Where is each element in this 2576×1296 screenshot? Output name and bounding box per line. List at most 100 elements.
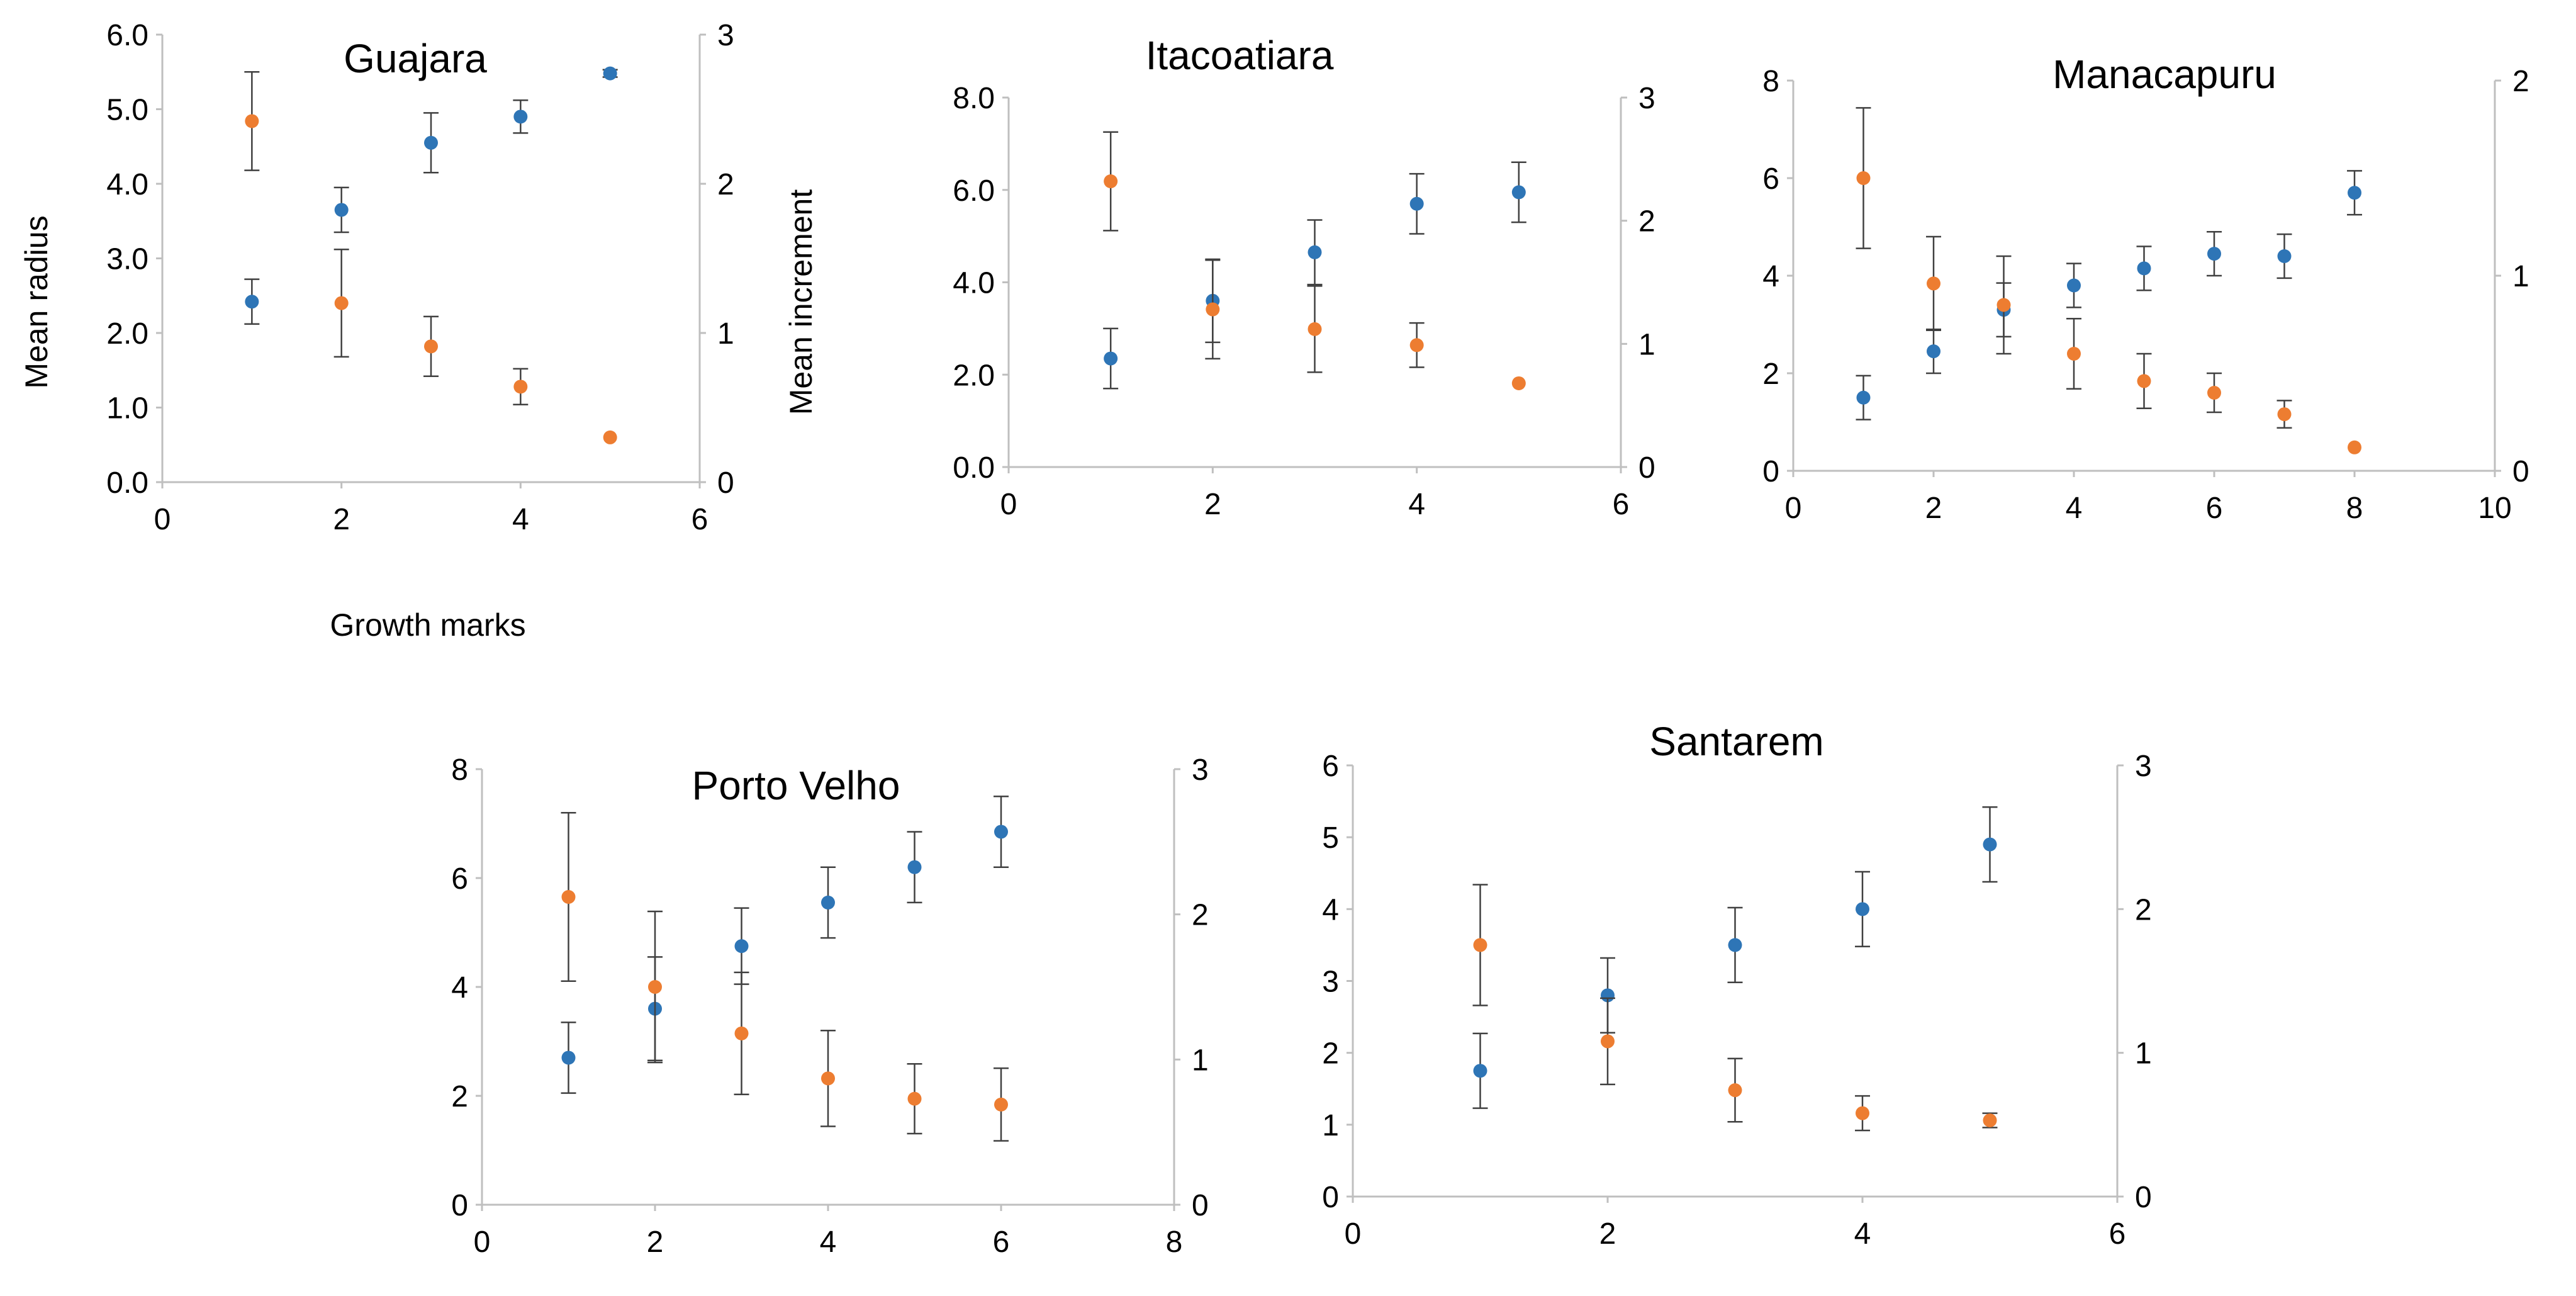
y-tick-label-left: 2: [1322, 1037, 1339, 1071]
x-tick-label: 2: [333, 503, 350, 536]
point-increment: [2277, 407, 2292, 422]
point-radius: [994, 825, 1008, 839]
point-increment: [1104, 174, 1118, 189]
x-tick-label: 2: [647, 1226, 664, 1259]
point-increment: [907, 1091, 922, 1106]
y-tick-label-right: 0: [2512, 455, 2529, 488]
panel-title: Guajara: [344, 36, 487, 81]
y-tick-label-right: 1: [2512, 260, 2529, 293]
y-tick-label-left: 6: [451, 862, 468, 896]
point-increment: [1856, 171, 1871, 185]
y-tick-label-left: 6: [1762, 162, 1779, 196]
point-increment: [1206, 302, 1220, 317]
point-radius: [1409, 196, 1424, 211]
point-increment: [1511, 376, 1526, 390]
point-radius: [821, 895, 835, 910]
y-tick-label-left: 8.0: [953, 82, 995, 115]
y-tick-label-right: 3: [1638, 82, 1655, 115]
x-tick-label: 8: [2346, 492, 2363, 525]
x-tick-label: 6: [692, 503, 708, 536]
point-radius: [561, 1051, 576, 1065]
y-tick-label-right: 1: [1638, 328, 1655, 361]
y-tick-label-left: 2: [451, 1080, 468, 1113]
y-tick-label-left: 8: [1762, 65, 1779, 98]
panel-title: Santarem: [1649, 719, 1823, 764]
y-tick-label-right: 1: [2135, 1037, 2152, 1071]
y-tick-label-right: 0: [1192, 1189, 1209, 1222]
y-tick-label-left: 2.0: [106, 317, 148, 351]
point-increment: [513, 380, 528, 394]
point-radius: [1856, 902, 1869, 916]
y-tick-label-left: 3: [1322, 966, 1339, 999]
x-tick-label: 0: [1000, 488, 1017, 521]
x-tick-label: 4: [512, 503, 529, 536]
y-tick-label-left: 0: [1762, 455, 1779, 488]
x-tick-label: 0: [474, 1226, 491, 1259]
point-increment: [734, 1026, 749, 1040]
point-increment: [424, 339, 438, 354]
point-radius: [1104, 351, 1118, 366]
x-tick-label: 4: [2066, 492, 2083, 525]
point-increment: [1996, 298, 2011, 312]
y-tick-label-left: 0: [1322, 1181, 1339, 1214]
point-radius: [2137, 261, 2151, 276]
point-increment: [1927, 276, 1940, 291]
point-radius: [2348, 186, 2361, 200]
y-tick-label-left: 4.0: [953, 267, 995, 300]
point-increment: [561, 889, 576, 904]
point-increment: [1601, 1034, 1615, 1049]
y-tick-label-left: 6: [1322, 750, 1339, 783]
point-radius: [1473, 1064, 1487, 1078]
y-tick-label-left: 0.0: [106, 466, 148, 500]
panel-title: Porto Velho: [692, 763, 900, 808]
x-tick-label: 4: [1408, 488, 1425, 521]
x-tick-label: 4: [820, 1226, 837, 1259]
point-radius: [2207, 247, 2221, 261]
panel-itacoatiara: Itacoatiara Mean increment 0 2 4 6 0.0 2.0 4.0…: [783, 33, 1655, 521]
point-increment: [1856, 1106, 1869, 1120]
x-axis-label: Growth marks: [330, 607, 525, 643]
x-tick-label: 2: [1599, 1217, 1616, 1251]
x-tick-label: 0: [154, 503, 171, 536]
y-tick-label-left: 6.0: [106, 19, 148, 52]
y-tick-label-left: 0: [451, 1189, 468, 1222]
point-increment: [2067, 347, 2081, 361]
point-increment: [245, 114, 259, 128]
y-tick-label-left: 2.0: [953, 359, 995, 392]
point-radius: [513, 110, 528, 124]
y-axis-label-right: Mean increment: [783, 189, 819, 415]
point-increment: [1473, 938, 1487, 952]
y-tick-label-right: 0: [2135, 1181, 2152, 1214]
point-radius: [1927, 344, 1940, 359]
y-tick-label-left: 4: [1762, 260, 1779, 293]
y-tick-label-right: 1: [1192, 1044, 1209, 1077]
point-radius: [907, 860, 922, 874]
y-tick-label-left: 5: [1322, 821, 1339, 855]
point-radius: [1511, 185, 1526, 200]
y-tick-label-right: 3: [717, 19, 734, 52]
y-axis-label-left: Mean radius: [19, 215, 54, 388]
point-increment: [821, 1071, 835, 1086]
point-increment: [1409, 338, 1424, 352]
point-increment: [2207, 386, 2221, 400]
x-tick-label: 0: [1785, 492, 1802, 525]
point-increment: [2137, 374, 2151, 388]
x-tick-label: 0: [1345, 1217, 1362, 1251]
point-increment: [648, 980, 662, 994]
x-tick-label: 10: [2478, 492, 2511, 525]
point-increment: [1728, 1083, 1742, 1098]
point-radius: [1856, 390, 1871, 405]
point-radius: [1983, 837, 1997, 852]
y-tick-label-left: 3.0: [106, 243, 148, 276]
point-radius: [2277, 249, 2292, 263]
point-radius: [424, 135, 438, 150]
y-tick-label-right: 0: [1638, 451, 1655, 485]
y-tick-label-left: 1: [1322, 1109, 1339, 1142]
y-tick-label-right: 2: [717, 168, 734, 201]
panel-title: Manacapuru: [2052, 52, 2276, 97]
x-tick-label: 6: [2206, 492, 2223, 525]
point-increment: [1308, 322, 1322, 336]
